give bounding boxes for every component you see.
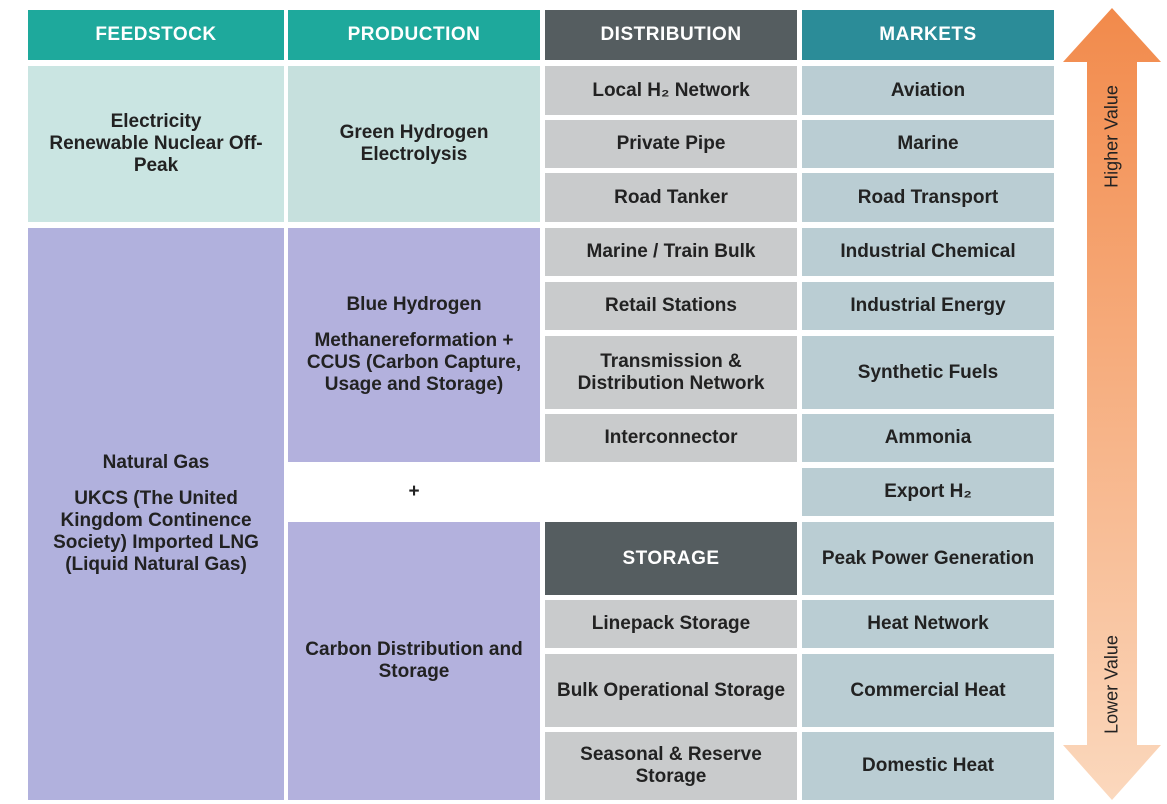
storage-cell-text: Seasonal & Reserve Storage: [580, 744, 762, 787]
arrow-top-label: Higher Value: [1101, 85, 1122, 188]
distribution-cell: Local H₂ Network: [545, 66, 797, 115]
market-cell: Heat Network: [802, 600, 1054, 648]
distribution-cell-text: Marine / Train Bulk: [586, 241, 756, 262]
distribution-cell: Road Tanker: [545, 173, 797, 222]
market-cell-text: Industrial Chemical: [840, 241, 1016, 262]
market-cell-text: Aviation: [890, 79, 966, 101]
production-cell: Green Hydrogen Electrolysis: [288, 66, 540, 222]
market-cell-text: Synthetic Fuels: [857, 361, 999, 383]
header-text: FEEDSTOCK: [95, 24, 217, 45]
production-cell: Blue Hydrogen Methanereformation + CCUS (…: [288, 228, 540, 462]
distribution-cell-text: Local H₂ Network: [592, 79, 750, 101]
market-cell-text: Road Transport: [857, 186, 999, 208]
plus-cell: +: [288, 468, 540, 516]
feedstock-cell: Natural Gas UKCS (The United Kingdom Cont…: [28, 228, 284, 800]
market-cell: Industrial Chemical: [802, 228, 1054, 276]
header-text: PRODUCTION: [347, 24, 481, 45]
distribution-cell-text: Retail Stations: [605, 295, 737, 316]
market-cell-text: Marine: [897, 133, 959, 154]
feedstock-cell-text: UKCS (The United Kingdom Continence Soci…: [53, 488, 259, 575]
production-cell-text: Blue Hydrogen: [346, 294, 482, 315]
header: FEEDSTOCK: [28, 10, 284, 60]
market-cell: Peak Power Generation: [802, 522, 1054, 595]
market-cell: Commercial Heat: [802, 654, 1054, 727]
production-cell-text: Electrolysis: [360, 144, 468, 165]
market-cell: Marine: [802, 120, 1054, 168]
distribution-cell-text: Road Tanker: [614, 186, 728, 208]
market-cell: Aviation: [802, 66, 1054, 115]
market-cell: Road Transport: [802, 173, 1054, 222]
production-cell-text: Green Hydrogen: [339, 122, 489, 143]
production-cell: Carbon Distribution and Storage: [288, 522, 540, 800]
market-cell: Export H₂: [802, 468, 1054, 516]
storage-cell-text: Bulk Operational Storage: [556, 679, 786, 701]
distribution-cell: Retail Stations: [545, 282, 797, 330]
storage-cell: Bulk Operational Storage: [545, 654, 797, 727]
distribution-cell: Interconnector: [545, 414, 797, 462]
distribution-cell-text: Private Pipe: [616, 133, 726, 154]
production-cell-text: Carbon Distribution and Storage: [305, 639, 523, 682]
market-cell: Synthetic Fuels: [802, 336, 1054, 409]
distribution-cell: Marine / Train Bulk: [545, 228, 797, 276]
storage-header-text: STORAGE: [622, 547, 720, 569]
storage-cell: Seasonal & Reserve Storage: [545, 732, 797, 800]
market-cell-text: Heat Network: [867, 613, 989, 634]
production-cell-text: Methanereformation + CCUS (Carbon Captur…: [306, 330, 522, 395]
plus-cell-text: +: [408, 481, 420, 502]
distribution-cell-text: Transmission & Distribution Network: [577, 350, 765, 394]
feedstock-cell-text: Natural Gas: [102, 452, 210, 473]
market-cell-text: Export H₂: [884, 481, 972, 502]
feedstock-cell-text: Electricity: [110, 111, 202, 132]
storage-cell-text: Linepack Storage: [591, 613, 751, 634]
market-cell-text: Industrial Energy: [850, 295, 1006, 316]
market-cell-text: Domestic Heat: [862, 755, 994, 776]
market-cell: Ammonia: [802, 414, 1054, 462]
market-cell: Domestic Heat: [802, 732, 1054, 800]
distribution-cell: Private Pipe: [545, 120, 797, 168]
distribution-cell-text: Interconnector: [604, 427, 738, 448]
market-cell-text: Commercial Heat: [850, 679, 1006, 701]
header: PRODUCTION: [288, 10, 540, 60]
feedstock-cell: Electricity Renewable Nuclear Off-Peak: [28, 66, 284, 222]
feedstock-cell-text: Renewable Nuclear Off-Peak: [49, 133, 263, 176]
header-text: MARKETS: [879, 24, 977, 45]
value-arrow: [1063, 8, 1161, 800]
distribution-cell: Transmission & Distribution Network: [545, 336, 797, 409]
storage-header: STORAGE: [545, 522, 797, 595]
header: MARKETS: [802, 10, 1054, 60]
market-cell-text: Peak Power Generation: [821, 547, 1035, 569]
storage-cell: Linepack Storage: [545, 600, 797, 648]
header-text: DISTRIBUTION: [600, 24, 742, 45]
header: DISTRIBUTION: [545, 10, 797, 60]
market-cell: Industrial Energy: [802, 282, 1054, 330]
arrow-bottom-label: Lower Value: [1101, 635, 1122, 734]
market-cell-text: Ammonia: [884, 427, 972, 448]
